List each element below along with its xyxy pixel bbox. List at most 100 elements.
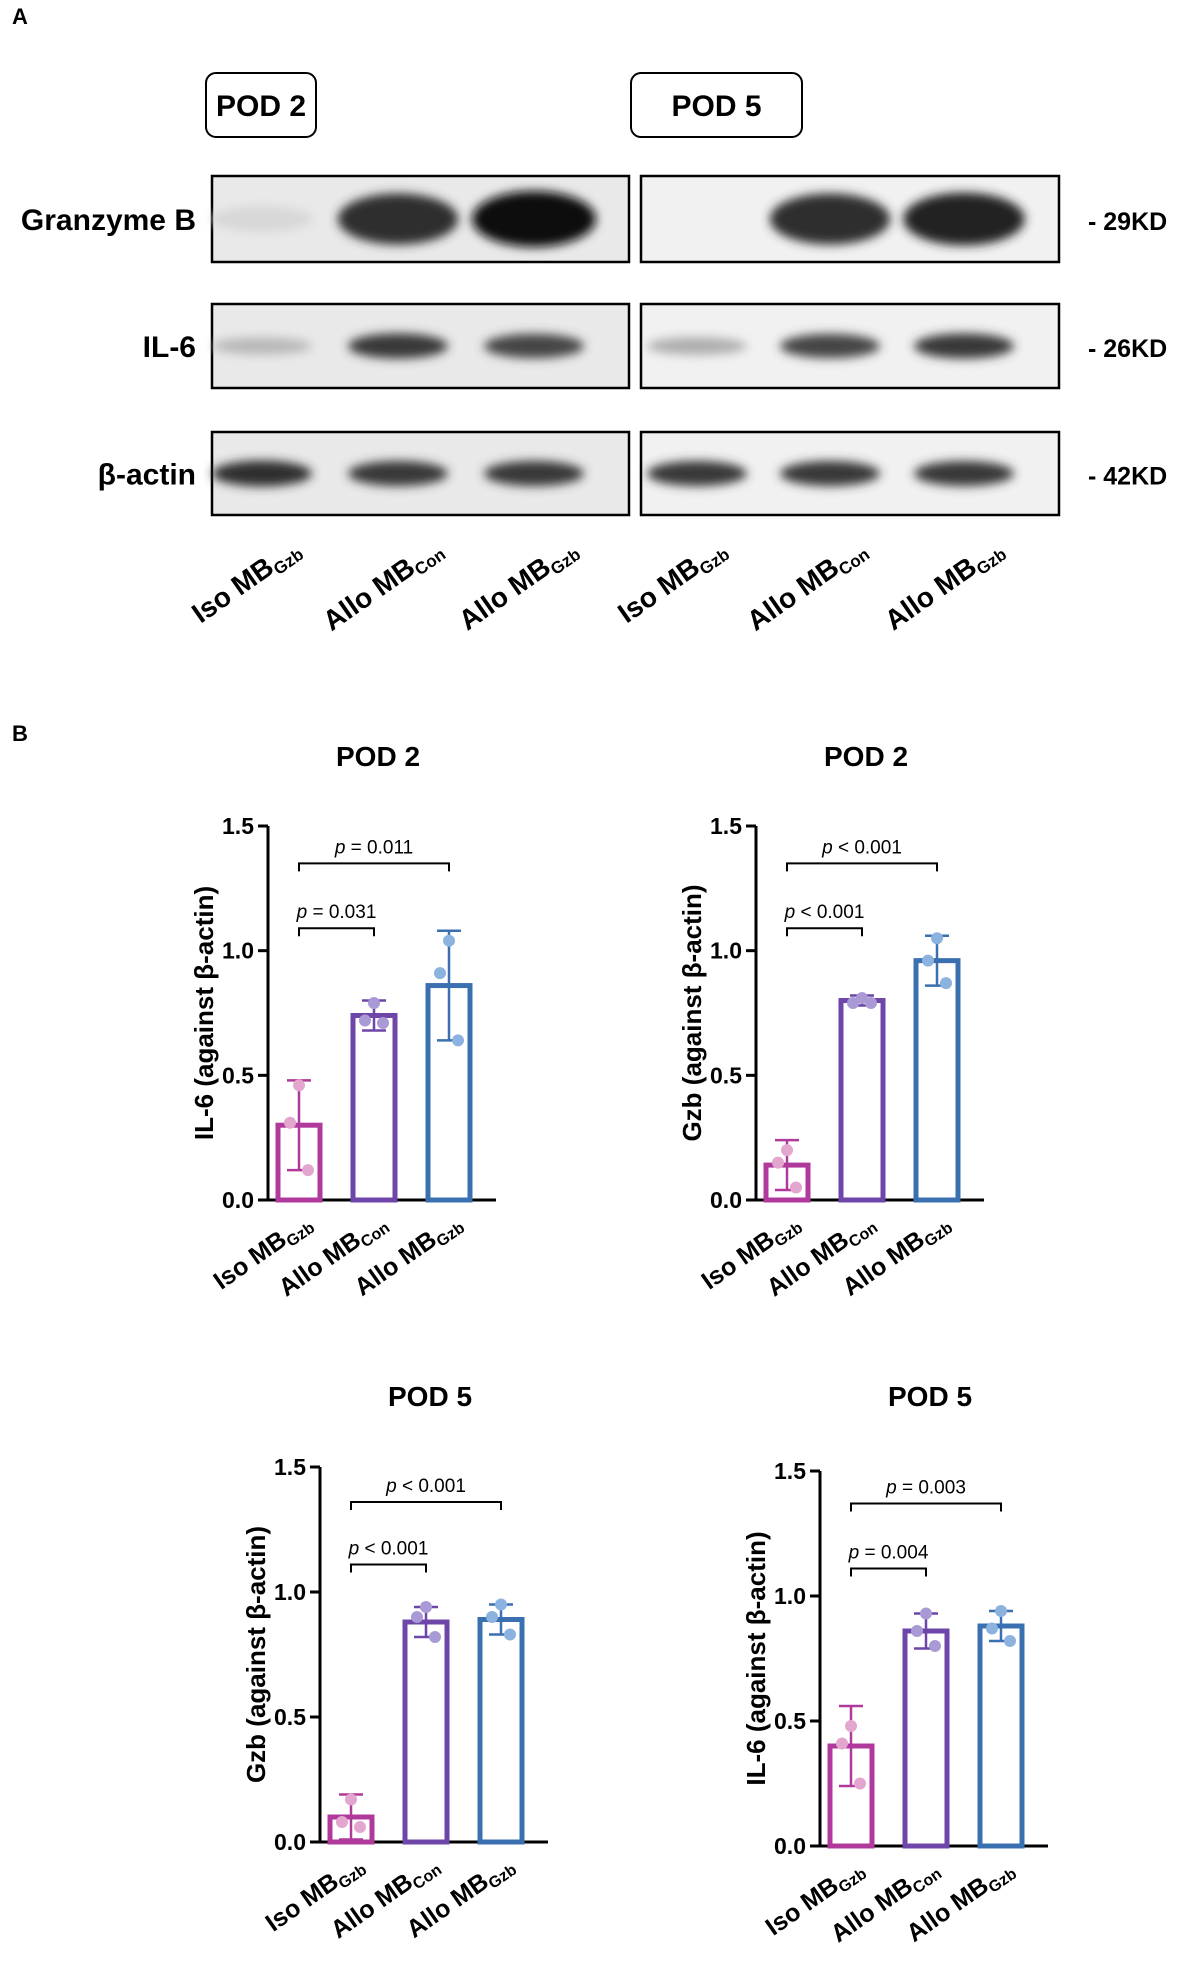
- size-marker: - 29KD: [1088, 208, 1167, 236]
- x-tick-label-sub: Con: [358, 1219, 393, 1251]
- chart-title: POD 2: [824, 741, 908, 772]
- blot-band: [348, 333, 448, 359]
- blot-band: [769, 193, 891, 245]
- data-point: [354, 1821, 366, 1833]
- blot-band: [212, 337, 312, 355]
- chart-title: POD 5: [388, 1381, 472, 1412]
- data-point: [336, 1816, 348, 1828]
- p-symbol: p: [334, 837, 346, 858]
- p-value-label: p < 0.001: [385, 1476, 466, 1497]
- data-point: [443, 934, 455, 947]
- significance-bracket: [786, 927, 863, 937]
- y-axis-label: IL-6 (against β-actin): [189, 886, 219, 1140]
- pod-group-label: POD 5: [671, 90, 761, 123]
- lane-label: Allo MBCon: [317, 533, 449, 640]
- lane-label-main: Allo MB: [453, 551, 556, 636]
- significance-bracket: [298, 927, 375, 937]
- data-point: [856, 992, 868, 1005]
- western-blot: POD 2 POD 5 Granzyme B - 29KD IL-6 - 26KD β-ac…: [21, 72, 1167, 640]
- blot-band: [647, 337, 747, 355]
- p-symbol: p: [784, 902, 796, 923]
- bar: [477, 1617, 525, 1845]
- bar: [913, 958, 961, 1203]
- bar: [838, 998, 886, 1203]
- p-value: < 0.001: [397, 1476, 466, 1497]
- data-point: [854, 1777, 866, 1790]
- blot-band: [780, 460, 880, 487]
- y-tick-label: 0.5: [710, 1062, 742, 1088]
- y-tick-label: 1.5: [274, 1454, 306, 1480]
- p-symbol: p: [885, 1478, 897, 1499]
- y-tick-label: 0.0: [222, 1187, 254, 1213]
- lane-label-main: Iso MB: [186, 551, 279, 629]
- significance-bracket: [350, 1501, 502, 1510]
- p-value: = 0.011: [345, 837, 413, 858]
- data-point: [377, 1016, 389, 1029]
- blot-band: [337, 193, 459, 245]
- data-point: [284, 1116, 296, 1129]
- chart-title: POD 5: [888, 1381, 972, 1412]
- p-value: = 0.031: [307, 902, 376, 923]
- data-point: [345, 1793, 357, 1806]
- data-point: [368, 997, 380, 1010]
- data-point: [420, 1601, 432, 1613]
- significance-bracket: [298, 862, 450, 872]
- data-point: [429, 1631, 441, 1643]
- blot-band: [348, 460, 448, 487]
- lane-label-main: Allo MB: [879, 551, 982, 636]
- data-point: [931, 932, 943, 945]
- x-tick-label-sub: Con: [910, 1865, 945, 1897]
- significance-bracket: [786, 862, 938, 872]
- data-point: [781, 1144, 793, 1157]
- data-point: [920, 1607, 932, 1620]
- significance-bracket: [350, 1563, 427, 1573]
- size-marker: - 26KD: [1088, 335, 1167, 363]
- y-tick-label: 0.5: [222, 1062, 254, 1088]
- data-point: [1004, 1635, 1016, 1647]
- y-tick-label: 1.0: [274, 1579, 306, 1605]
- y-tick-label: 1.5: [710, 813, 742, 839]
- panel-label-a: A: [12, 4, 28, 29]
- pod-group-box: [205, 72, 317, 138]
- blot-band: [914, 460, 1014, 487]
- bar: [902, 1628, 950, 1849]
- y-axis-label: IL-6 (against β-actin): [741, 1531, 771, 1785]
- data-point: [929, 1640, 941, 1652]
- data-point: [293, 1079, 305, 1092]
- bar-charts: POD 2 0.0 0.5 1.0 1.5 IL-6 (against β-actin) I…: [189, 741, 1048, 1948]
- y-tick-label: 0.0: [710, 1187, 742, 1213]
- x-tick-label: Allo MBGzb: [349, 1208, 468, 1304]
- lane-label-main: Allo MB: [317, 551, 420, 636]
- y-tick-label: 0.0: [774, 1833, 806, 1859]
- bar-chart: POD 50.00.51.01.5IL-6 (against β-actin)I…: [741, 1381, 1048, 1948]
- data-point: [411, 1611, 423, 1623]
- lane-label: Iso MBGzb: [612, 533, 733, 632]
- p-value-label: p < 0.001: [348, 1539, 429, 1560]
- p-symbol: p: [385, 1476, 397, 1497]
- p-symbol: p: [296, 902, 308, 923]
- blot-band: [472, 191, 596, 247]
- blot-band: [647, 460, 747, 487]
- data-point: [434, 967, 446, 980]
- bar-chart: POD 20.00.51.01.5IL-6 (against β-actin)I…: [189, 741, 496, 1304]
- y-tick-label: 1.5: [774, 1458, 806, 1484]
- data-point: [504, 1628, 516, 1641]
- data-point: [940, 977, 952, 990]
- protein-label: β-actin: [98, 459, 196, 492]
- y-tick-label: 0.0: [274, 1829, 306, 1855]
- y-axis-label: Gzb (against β-actin): [241, 1526, 271, 1783]
- blot-band: [212, 460, 312, 487]
- panel-label-b: B: [12, 721, 28, 746]
- size-marker: - 42KD: [1088, 463, 1167, 491]
- p-symbol: p: [348, 1539, 360, 1560]
- x-tick-label-sub: Con: [846, 1219, 881, 1251]
- p-value: < 0.001: [833, 837, 902, 858]
- chart-title: POD 2: [336, 741, 420, 772]
- data-point: [995, 1605, 1007, 1617]
- bar: [350, 1012, 398, 1203]
- p-symbol: p: [848, 1543, 860, 1564]
- data-point: [495, 1598, 507, 1611]
